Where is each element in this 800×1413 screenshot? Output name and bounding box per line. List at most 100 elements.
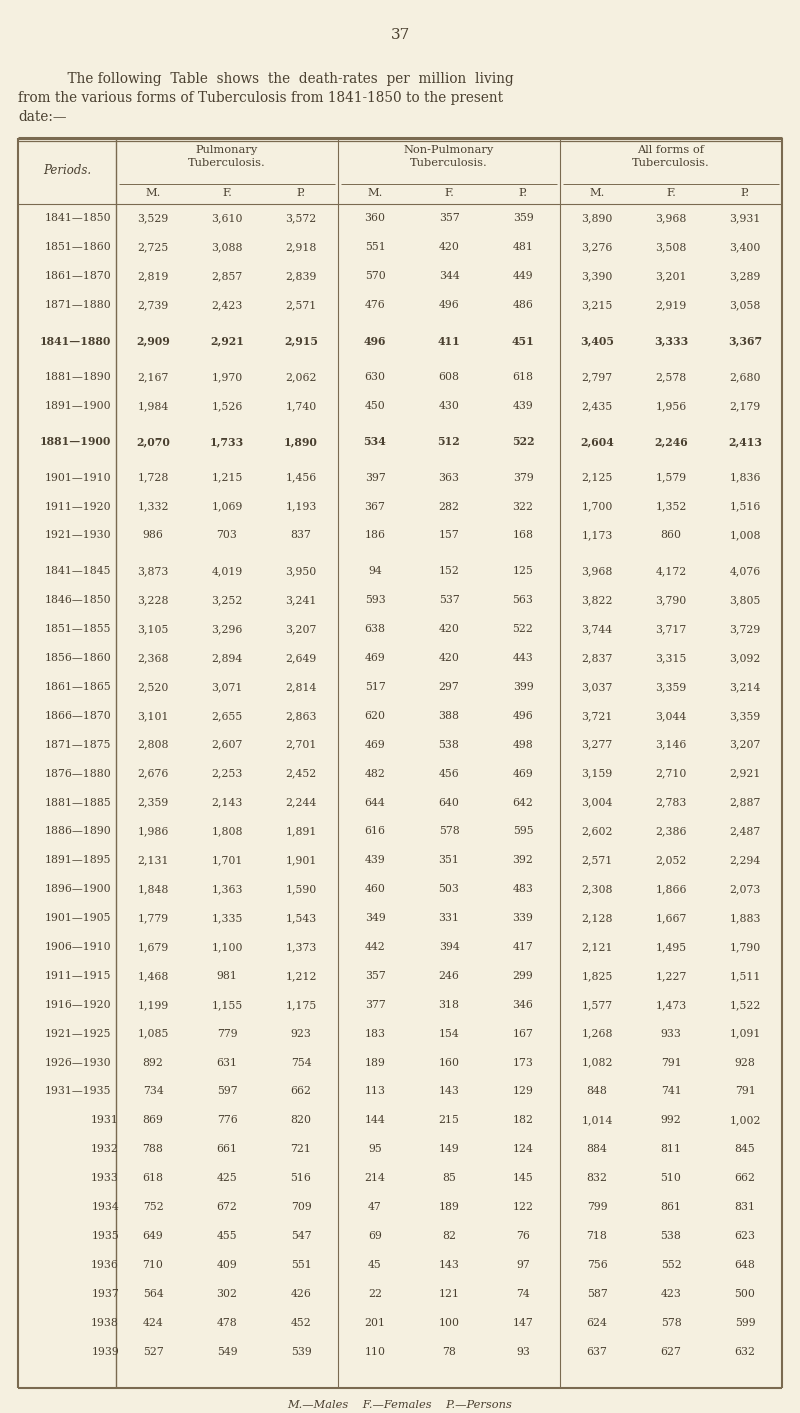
Text: 2,797: 2,797: [582, 372, 613, 382]
Text: 1,100: 1,100: [211, 942, 242, 952]
Text: 423: 423: [661, 1289, 682, 1299]
Text: 2,308: 2,308: [582, 885, 613, 894]
Text: 2,578: 2,578: [655, 372, 686, 382]
Text: 831: 831: [734, 1202, 755, 1212]
Text: 2,520: 2,520: [138, 682, 169, 692]
Text: 143: 143: [438, 1087, 459, 1096]
Text: 563: 563: [513, 595, 534, 605]
Text: Tuberculosis.: Tuberculosis.: [632, 158, 710, 168]
Text: 397: 397: [365, 472, 386, 483]
Text: 3,207: 3,207: [286, 625, 317, 634]
Text: 933: 933: [661, 1029, 682, 1039]
Text: 500: 500: [734, 1289, 755, 1299]
Text: 496: 496: [364, 335, 386, 346]
Text: 1,779: 1,779: [138, 913, 169, 923]
Text: All forms of: All forms of: [638, 146, 705, 155]
Text: 160: 160: [438, 1057, 459, 1068]
Text: 618: 618: [513, 372, 534, 382]
Text: 547: 547: [290, 1231, 311, 1241]
Text: 1921—1930: 1921—1930: [44, 530, 111, 540]
Text: 3,359: 3,359: [730, 711, 761, 721]
Text: 624: 624: [586, 1318, 607, 1328]
Text: from the various forms of Tuberculosis from 1841-1850 to the present: from the various forms of Tuberculosis f…: [18, 90, 503, 105]
Text: 1932: 1932: [91, 1145, 119, 1154]
Text: 869: 869: [142, 1115, 163, 1125]
Text: 1,590: 1,590: [286, 885, 317, 894]
Text: 76: 76: [516, 1231, 530, 1241]
Text: 1,790: 1,790: [730, 942, 761, 952]
Text: 1901—1905: 1901—1905: [45, 913, 111, 923]
Text: 1,836: 1,836: [730, 472, 761, 483]
Text: 1,901: 1,901: [286, 855, 317, 865]
Text: 360: 360: [365, 213, 386, 223]
Text: 631: 631: [217, 1057, 238, 1068]
Text: 2,680: 2,680: [730, 372, 761, 382]
Text: 82: 82: [442, 1231, 456, 1241]
Text: 1,679: 1,679: [138, 942, 169, 952]
Text: 992: 992: [661, 1115, 682, 1125]
Text: 392: 392: [513, 855, 534, 865]
Text: 1,495: 1,495: [655, 942, 686, 952]
Text: 22: 22: [368, 1289, 382, 1299]
Text: 449: 449: [513, 271, 534, 281]
Text: 147: 147: [513, 1318, 534, 1328]
Text: 425: 425: [217, 1173, 238, 1183]
Text: 3,950: 3,950: [286, 567, 317, 577]
Text: 527: 527: [142, 1347, 163, 1356]
Text: 69: 69: [368, 1231, 382, 1241]
Text: 442: 442: [365, 942, 386, 952]
Text: 4,172: 4,172: [655, 567, 686, 577]
Text: 2,863: 2,863: [286, 711, 317, 721]
Text: 538: 538: [661, 1231, 682, 1241]
Text: 1,526: 1,526: [211, 401, 242, 411]
Text: 45: 45: [368, 1260, 382, 1270]
Text: 1,848: 1,848: [138, 885, 169, 894]
Text: 1896—1900: 1896—1900: [44, 885, 111, 894]
Text: 344: 344: [438, 271, 459, 281]
Text: 3,529: 3,529: [138, 213, 169, 223]
Text: 2,857: 2,857: [211, 271, 242, 281]
Text: 1,155: 1,155: [211, 1000, 242, 1010]
Text: 1,468: 1,468: [138, 971, 169, 981]
Text: 1,728: 1,728: [138, 472, 169, 483]
Text: 2,179: 2,179: [730, 401, 761, 411]
Text: 1,473: 1,473: [655, 1000, 686, 1010]
Text: 861: 861: [661, 1202, 682, 1212]
Text: 2,386: 2,386: [655, 827, 686, 836]
Text: 1,085: 1,085: [138, 1029, 169, 1039]
Text: 357: 357: [365, 971, 386, 981]
Text: 638: 638: [365, 625, 386, 634]
Text: Periods.: Periods.: [43, 164, 91, 178]
Text: 214: 214: [365, 1173, 386, 1183]
Text: 143: 143: [438, 1260, 459, 1270]
Text: 2,070: 2,070: [136, 437, 170, 448]
Text: 1876—1880: 1876—1880: [44, 769, 111, 779]
Text: 498: 498: [513, 739, 534, 750]
Text: 124: 124: [513, 1145, 534, 1154]
Text: 417: 417: [513, 942, 534, 952]
Text: 1,700: 1,700: [582, 502, 613, 512]
Text: 788: 788: [142, 1145, 163, 1154]
Text: 578: 578: [661, 1318, 682, 1328]
Text: 1,808: 1,808: [211, 827, 242, 836]
Text: 1,522: 1,522: [730, 1000, 761, 1010]
Text: 3,201: 3,201: [655, 271, 686, 281]
Text: 2,246: 2,246: [654, 437, 688, 448]
Text: 496: 496: [513, 711, 534, 721]
Text: 3,721: 3,721: [582, 711, 613, 721]
Text: 1881—1885: 1881—1885: [44, 797, 111, 807]
Text: 538: 538: [438, 739, 459, 750]
Text: 359: 359: [513, 213, 534, 223]
Text: 3,207: 3,207: [730, 739, 761, 750]
Text: 3,101: 3,101: [138, 711, 169, 721]
Text: 3,805: 3,805: [730, 595, 761, 605]
Text: 552: 552: [661, 1260, 682, 1270]
Text: 672: 672: [217, 1202, 238, 1212]
Text: 564: 564: [142, 1289, 163, 1299]
Text: P.: P.: [518, 188, 527, 198]
Text: 2,423: 2,423: [211, 300, 242, 309]
Text: 2,167: 2,167: [138, 372, 169, 382]
Text: 811: 811: [661, 1145, 682, 1154]
Text: 3,092: 3,092: [730, 653, 761, 663]
Text: 637: 637: [586, 1347, 607, 1356]
